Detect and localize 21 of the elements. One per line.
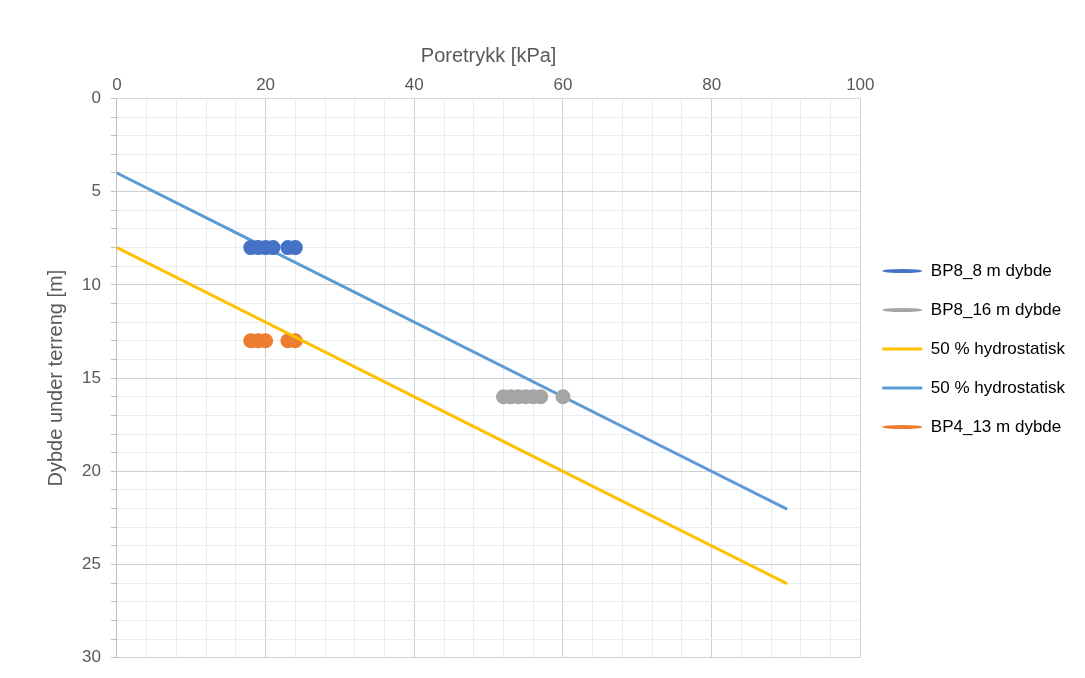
x-tick-label: 0 (112, 74, 122, 94)
y-tick-label: 5 (91, 181, 101, 201)
x-axis-title: Poretrykk [kPa] (420, 43, 557, 66)
x-tick-label: 100 (846, 74, 875, 94)
y-tick-label: 10 (81, 274, 101, 294)
point (555, 389, 571, 405)
legend-label: BP8_16 m dybde (930, 299, 1062, 319)
x-tick-label: 80 (702, 74, 722, 94)
y-tick-label: 25 (81, 554, 101, 574)
x-tick-label: 40 (404, 74, 424, 94)
y-tick-label: 30 (81, 647, 101, 667)
legend-label: BP4_13 m dybde (930, 416, 1062, 436)
y-tick-label: 15 (81, 367, 101, 387)
legend-label: 50 % hydrostatisk (930, 377, 1066, 397)
y-axis-title: Dybde under terreng [m] (43, 269, 66, 487)
x-tick-label: 20 (256, 74, 276, 94)
legend-label: 50 % hydrostatisk (930, 338, 1066, 358)
x-tick-label: 60 (553, 74, 573, 94)
y-tick-label: 20 (81, 461, 101, 481)
legend-label: BP8_8 m dybde (930, 260, 1052, 280)
y-tick-label: 0 (91, 88, 101, 108)
